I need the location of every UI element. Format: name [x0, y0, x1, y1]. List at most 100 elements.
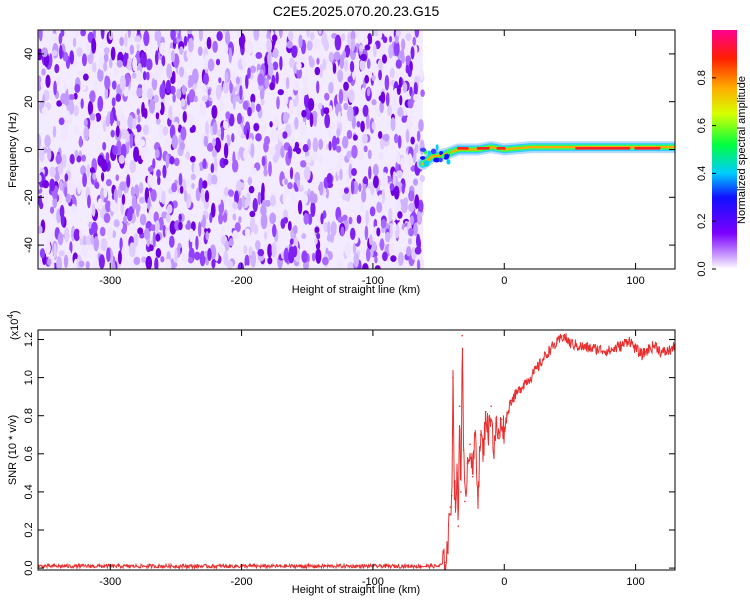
noise-blob	[133, 146, 140, 162]
signal-onset-blob	[430, 148, 437, 155]
noise-blob	[245, 74, 249, 90]
noise-blob	[98, 55, 105, 71]
snr-y-axis-label: SNR (10 * v/v)	[7, 415, 19, 485]
noise-blob	[369, 247, 374, 258]
noise-blob	[179, 185, 184, 194]
noise-blob	[313, 38, 321, 49]
noise-blob	[103, 53, 109, 63]
noise-blob	[292, 245, 298, 258]
noise-blob	[198, 221, 202, 237]
noise-blob	[264, 77, 270, 89]
noise-blob	[131, 89, 137, 96]
noise-blob	[78, 260, 85, 268]
noise-blob	[136, 43, 140, 51]
noise-blob	[282, 217, 289, 224]
snr-x-tick-label: -300	[99, 576, 121, 588]
noise-blob	[212, 121, 218, 135]
noise-blob	[250, 251, 257, 268]
noise-blob	[223, 186, 230, 197]
noise-blob	[141, 256, 147, 263]
snr-y-tick-label: 1.2	[23, 332, 35, 347]
noise-blob	[106, 247, 111, 262]
noise-blob	[73, 126, 80, 135]
noise-blob	[347, 76, 353, 83]
noise-blob	[225, 31, 231, 45]
noise-blob	[341, 193, 349, 201]
noise-blob	[105, 179, 112, 187]
noise-blob	[265, 179, 270, 188]
noise-blob	[261, 155, 266, 167]
snr-data-point	[450, 494, 453, 497]
noise-blob	[72, 37, 77, 48]
noise-blob	[255, 52, 263, 59]
noise-blob	[416, 130, 421, 142]
noise-blob	[378, 42, 386, 59]
noise-blob	[134, 35, 141, 43]
noise-blob	[129, 160, 137, 173]
noise-blob	[401, 38, 406, 51]
noise-blob	[98, 254, 105, 269]
noise-blob	[60, 30, 65, 37]
noise-blob	[166, 204, 173, 214]
noise-blob	[111, 261, 116, 269]
noise-blob	[143, 228, 150, 240]
noise-blob	[194, 251, 201, 261]
spectrogram-y-ticks: -40 -20 0 20 40	[23, 48, 675, 253]
noise-blob	[366, 58, 371, 70]
snr-data-point	[437, 565, 440, 567]
noise-blob	[366, 88, 371, 97]
noise-blob	[86, 41, 91, 55]
noise-blob	[111, 230, 117, 239]
noise-blob	[307, 188, 311, 196]
noise-blob	[151, 76, 158, 91]
noise-blob	[356, 121, 361, 128]
snr-data-point	[542, 357, 545, 360]
noise-blob	[216, 31, 223, 42]
noise-blob	[312, 137, 319, 153]
noise-blob	[90, 235, 95, 245]
noise-blob	[91, 221, 98, 234]
noise-blob	[389, 182, 395, 191]
noise-blob	[419, 174, 425, 183]
noise-blob	[249, 210, 256, 218]
noise-blob	[178, 66, 185, 78]
noise-blob	[380, 91, 386, 104]
noise-blob	[309, 31, 315, 41]
noise-blob	[139, 213, 147, 226]
noise-blob	[306, 40, 313, 51]
noise-blob	[38, 75, 42, 92]
noise-blob	[296, 179, 301, 188]
noise-blob	[414, 246, 422, 255]
noise-blob	[171, 134, 178, 150]
noise-blob	[360, 53, 367, 62]
noise-blob	[202, 214, 206, 229]
noise-blob	[377, 130, 383, 139]
noise-blob	[266, 221, 273, 235]
noise-blob	[172, 93, 176, 103]
noise-blob	[166, 63, 172, 79]
noise-blob	[402, 82, 408, 93]
noise-blob	[66, 162, 73, 171]
noise-blob	[260, 213, 268, 230]
noise-blob	[384, 74, 390, 91]
noise-blob	[168, 235, 175, 248]
noise-blob	[83, 73, 89, 81]
signal-onset-blob	[443, 154, 450, 160]
noise-blob	[234, 190, 239, 205]
noise-blob	[54, 63, 60, 74]
noise-blob	[289, 167, 294, 180]
spectrogram-x-axis-label: Height of straight line (km)	[292, 284, 420, 296]
noise-blob	[232, 230, 239, 240]
noise-blob	[188, 88, 196, 103]
snr-y-tick-label: 0.4	[23, 484, 35, 499]
noise-blob	[267, 257, 273, 265]
noise-blob	[130, 186, 135, 197]
noise-blob	[236, 81, 240, 94]
noise-blob	[393, 133, 399, 144]
noise-blob	[324, 92, 330, 101]
noise-blob	[53, 243, 57, 258]
noise-blob	[271, 224, 277, 238]
noise-blob	[221, 225, 225, 235]
noise-blob	[419, 256, 425, 269]
noise-blob	[322, 256, 329, 266]
